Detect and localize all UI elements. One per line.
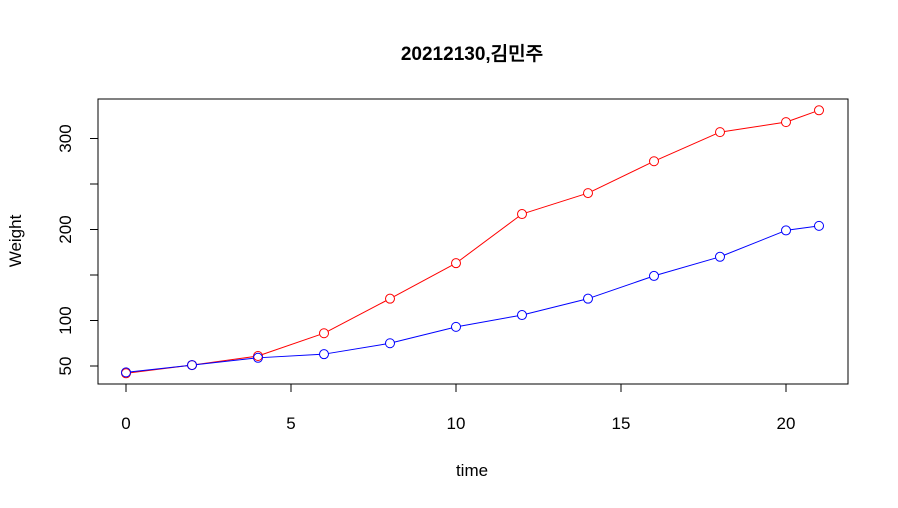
- series-2-point: [814, 220, 824, 231]
- series-1-line-segment: [657, 133, 717, 160]
- series-1-line-segment: [591, 162, 651, 192]
- plot-frame: [97, 98, 849, 385]
- series-1-line-segment: [459, 216, 519, 261]
- series-2-line-segment: [394, 327, 452, 343]
- x-tick-label: 15: [612, 414, 631, 433]
- y-axis: 50 100 200 300: [56, 124, 99, 376]
- x-tick-label: 0: [121, 414, 130, 433]
- series-2-point: [385, 338, 395, 349]
- y-tick-label: 300: [56, 124, 75, 152]
- series-2-point: [253, 352, 263, 363]
- series-1-line-segment: [262, 334, 320, 355]
- series-2-line-segment: [592, 276, 650, 298]
- series-1-point: [814, 105, 824, 116]
- series-2-point: [319, 349, 329, 360]
- series-2-point: [517, 310, 527, 321]
- series-1-line-segment: [327, 300, 387, 332]
- series-2-point: [121, 367, 131, 378]
- chart-title: 20212130,김민주: [401, 43, 543, 65]
- series-1-point: [649, 156, 659, 167]
- series-2-line-segment: [658, 257, 716, 276]
- series-2-point: [187, 360, 197, 371]
- series-1-line-segment: [393, 264, 453, 297]
- series-2-line-segment: [460, 315, 518, 327]
- x-tick-label: 10: [447, 414, 466, 433]
- series-2-point: [583, 293, 593, 304]
- y-tick-label: 50: [56, 357, 75, 376]
- series-2-line-segment: [130, 365, 188, 373]
- series-1-line-segment: [790, 111, 815, 122]
- series-2-line-segment: [790, 225, 815, 231]
- series-1-point: [517, 209, 527, 220]
- series-2-line-segment: [723, 231, 783, 256]
- series-2-line-segment: [526, 299, 584, 315]
- y-tick-label: 200: [56, 215, 75, 243]
- series-1-point: [319, 328, 329, 339]
- series-1-point: [451, 258, 461, 269]
- y-axis-label: Weight: [6, 214, 25, 267]
- series-1-point: [781, 117, 791, 128]
- series-1-point: [385, 293, 395, 304]
- series-2-line-segment: [262, 353, 320, 359]
- series-2-point: [715, 251, 725, 262]
- series-layer: [121, 105, 824, 379]
- series-1-point: [715, 127, 725, 138]
- series-2-point: [781, 225, 791, 236]
- x-axis-label: time: [456, 461, 488, 480]
- x-tick-label: 20: [777, 414, 796, 433]
- y-tick-label: 100: [56, 306, 75, 334]
- x-axis: 0 5 10 15 20: [121, 383, 796, 433]
- series-1-line-segment: [724, 122, 782, 132]
- series-2-point: [649, 270, 659, 281]
- x-tick-label: 5: [286, 414, 295, 433]
- series-1-line-segment: [526, 193, 584, 214]
- series-1-point: [583, 188, 593, 199]
- series-2-line-segment: [196, 357, 254, 366]
- series-2-line-segment: [328, 343, 386, 354]
- series-2-point: [451, 321, 461, 332]
